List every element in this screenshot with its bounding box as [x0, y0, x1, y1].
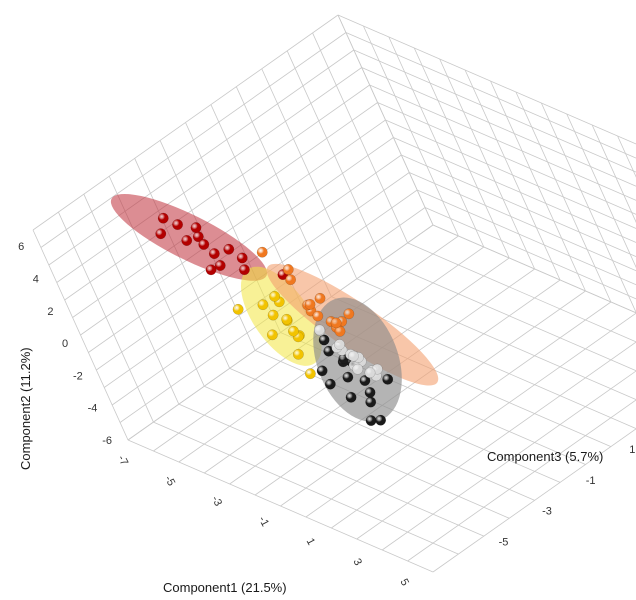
data-points: [155, 212, 394, 426]
data-point-s4-6: [334, 339, 345, 351]
left-wall-grid-line: [312, 32, 408, 244]
back-wall-grid-line: [617, 135, 636, 178]
data-point-s1-8: [292, 348, 304, 360]
y-tick-label: 6: [18, 241, 24, 253]
data-point-s0-5: [208, 248, 220, 260]
z-tick-label: -3: [542, 506, 552, 518]
data-point-s0-4: [190, 222, 202, 234]
z-tick-label: -5: [499, 536, 509, 548]
back-wall-grid-line: [345, 32, 636, 159]
x-tick-label: 5: [397, 577, 410, 588]
y-tick-label: -2: [73, 370, 83, 382]
left-wall-grid-line: [32, 14, 339, 231]
data-point-s0-6: [205, 264, 217, 276]
back-wall-grid-line: [385, 119, 636, 229]
data-point-s1-9: [257, 299, 269, 311]
back-wall-grid-line: [401, 154, 636, 257]
x-axis-title: Component1 (21.5%): [163, 580, 287, 595]
data-point-s3-15: [375, 414, 387, 426]
axis-titles: Component1 (21.5%) Component3 (5.7%) Com…: [18, 347, 603, 595]
back-wall-grid-line: [353, 49, 636, 173]
data-point-s3-0: [316, 365, 328, 377]
data-point-s2-3: [285, 274, 297, 286]
x-tick-label: -7: [115, 453, 130, 467]
data-point-s1-10: [288, 325, 299, 337]
z-axis-title: Component3 (5.7%): [487, 449, 603, 464]
left-wall-grid-line: [286, 50, 383, 261]
data-point-s3-2: [324, 378, 336, 390]
z-tick-label: -1: [586, 475, 596, 487]
back-wall-grid-line: [393, 137, 636, 243]
data-point-s3-11: [342, 371, 354, 383]
floor-grid-line: [432, 428, 636, 573]
data-point-s0-1: [172, 219, 184, 231]
data-point-s3-6: [364, 387, 376, 398]
x-tick-label: 3: [351, 557, 364, 568]
y-axis-title: Component2 (11.2%): [18, 347, 33, 470]
data-point-s2-10: [330, 317, 342, 329]
data-point-s1-12: [304, 368, 316, 380]
x-tick-label: -1: [256, 514, 271, 528]
data-point-s3-10: [359, 375, 371, 387]
data-point-s4-9: [352, 363, 364, 375]
floor-grid-line: [407, 242, 636, 343]
data-point-s0-7: [223, 243, 235, 255]
floor-grid-line: [381, 370, 636, 551]
confidence-ellipse-1: [240, 266, 322, 366]
data-point-s4-14: [364, 367, 376, 379]
data-point-s0-0: [157, 212, 169, 224]
data-point-s2-12: [314, 292, 326, 304]
y-tick-label: 0: [62, 338, 68, 350]
x-tick-label: 1: [304, 536, 317, 547]
data-point-s1-1: [232, 303, 244, 315]
data-point-s1-2: [267, 309, 279, 321]
data-point-s3-3: [365, 396, 377, 408]
data-point-s4-11: [314, 324, 325, 336]
data-point-s3-8: [365, 415, 377, 426]
data-point-s0-13: [236, 252, 248, 264]
y-tick-label: 4: [33, 273, 39, 285]
data-point-s4-15: [347, 350, 359, 362]
data-point-s2-13: [312, 310, 324, 322]
z-tick-label: 1: [629, 444, 635, 456]
back-wall-grid-line: [337, 14, 636, 145]
floor-grid-line: [407, 399, 636, 562]
y-tick-label: -4: [88, 403, 98, 415]
x-tick-label: -3: [209, 494, 224, 508]
data-point-s2-5: [304, 298, 316, 310]
data-point-s2-11: [343, 308, 355, 320]
data-point-s3-5: [382, 373, 394, 385]
y-tick-label: 2: [47, 306, 53, 318]
floor-grid-line: [382, 260, 636, 372]
data-point-s0-12: [181, 235, 193, 246]
data-point-s2-1: [282, 264, 294, 275]
left-wall-grid-line: [40, 32, 347, 248]
data-point-s0-9: [214, 260, 226, 271]
data-point-s1-11: [269, 290, 281, 302]
back-wall-grid-line: [361, 67, 636, 187]
data-point-s0-8: [198, 239, 210, 250]
data-point-s1-6: [281, 313, 293, 325]
back-wall-grid-line: [424, 207, 636, 300]
data-point-s0-10: [238, 264, 250, 276]
data-point-s3-9: [318, 334, 330, 346]
data-point-s1-3: [266, 329, 278, 341]
data-point-s3-1: [345, 391, 357, 403]
data-point-s2-0: [256, 246, 268, 258]
x-tick-label: -5: [162, 474, 177, 488]
data-point-s0-2: [155, 228, 167, 240]
y-tick-label: -6: [102, 435, 112, 447]
